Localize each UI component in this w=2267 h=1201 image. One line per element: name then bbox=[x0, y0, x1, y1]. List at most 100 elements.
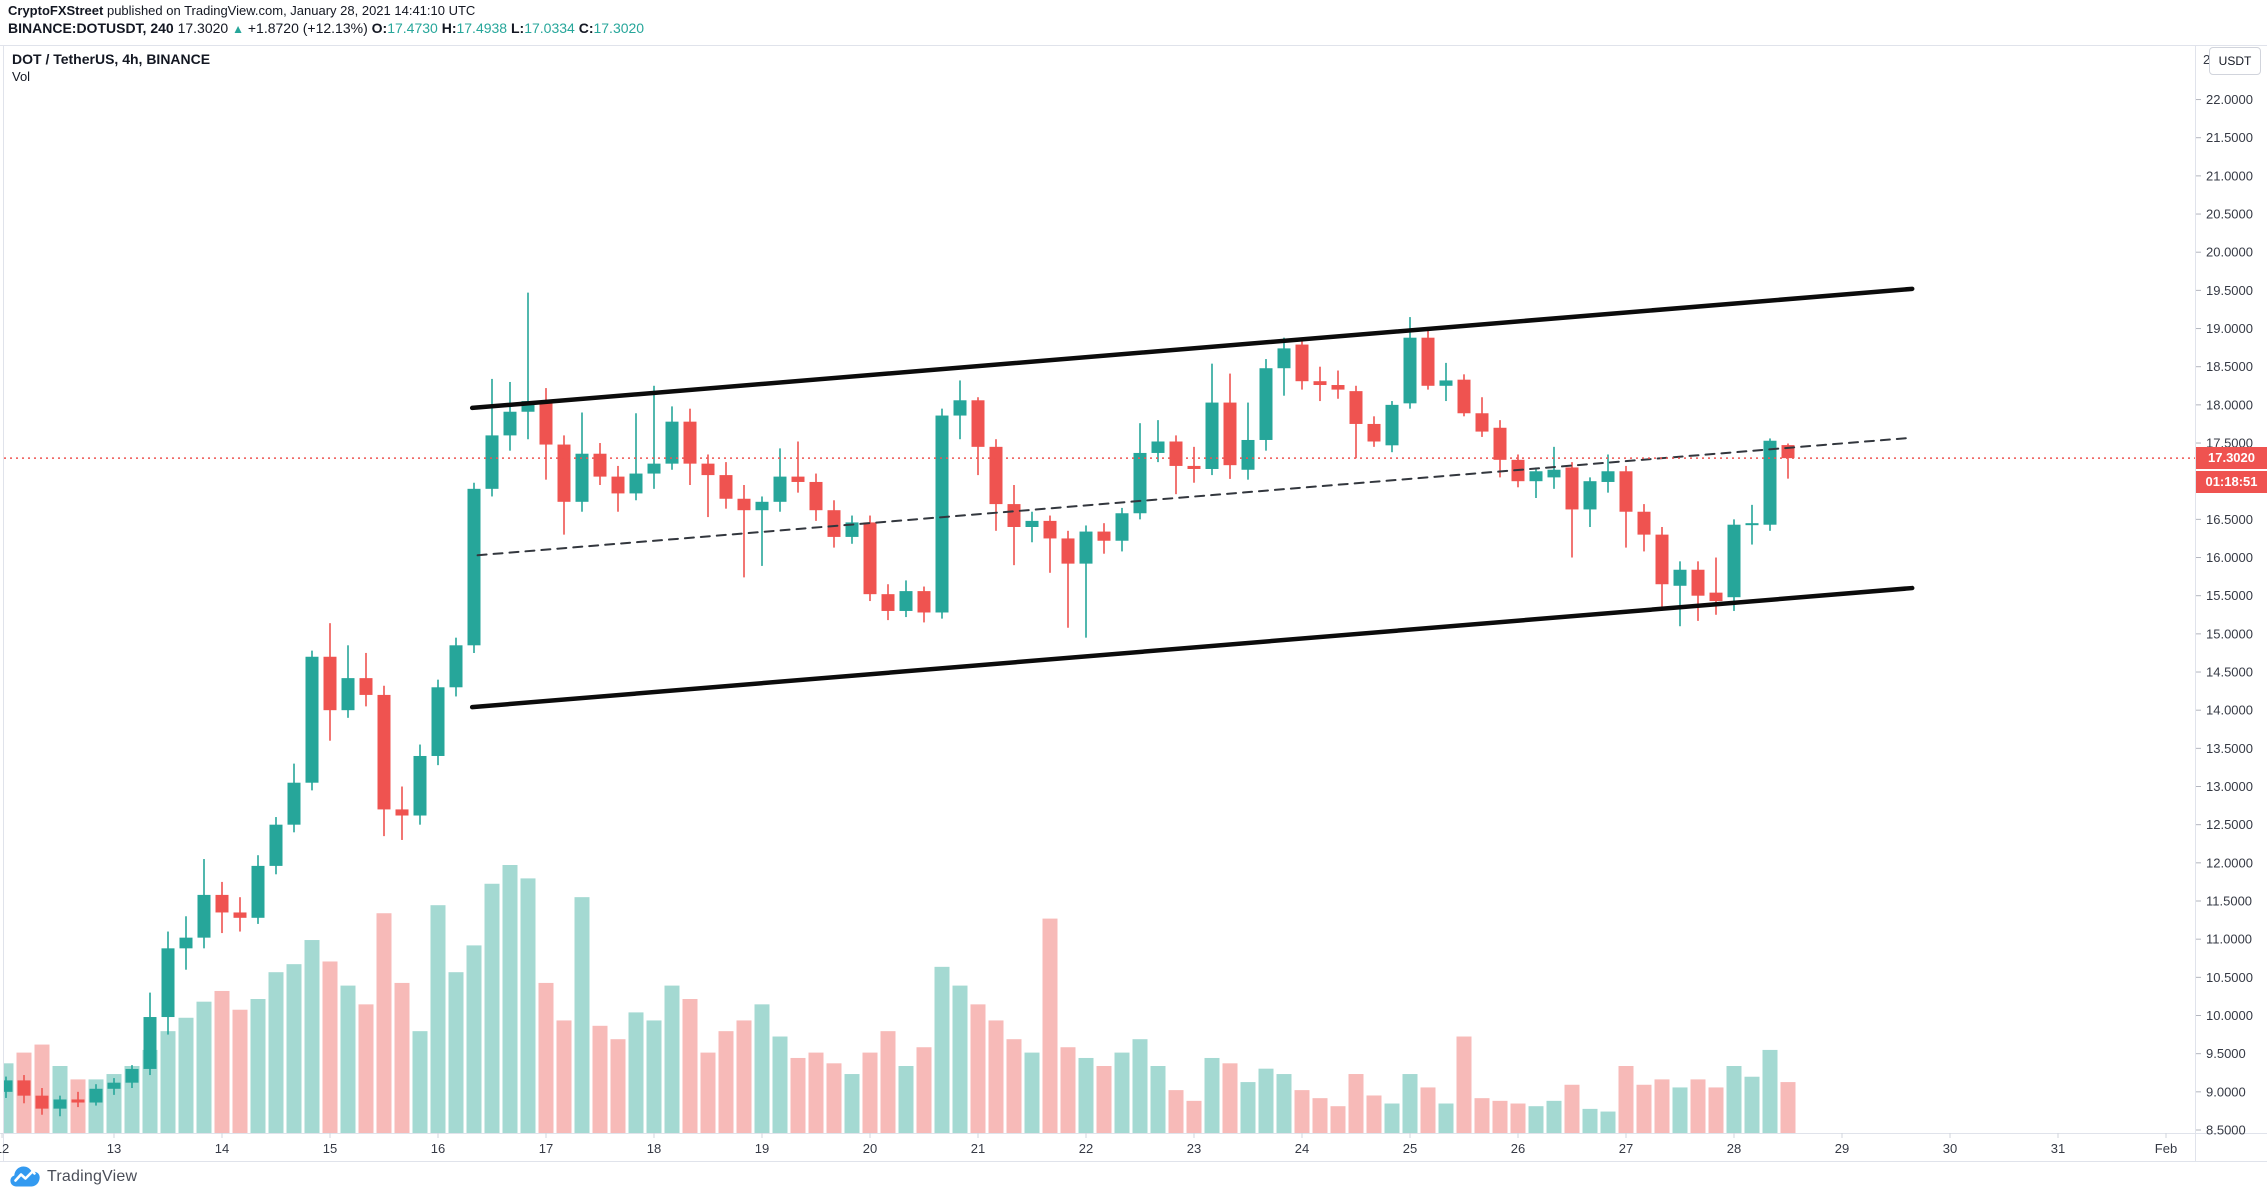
volume-bar bbox=[1546, 1100, 1562, 1133]
volume-bar bbox=[754, 1004, 770, 1133]
candle-body bbox=[665, 421, 679, 464]
volume-bar bbox=[1132, 1039, 1148, 1133]
candle-body bbox=[1439, 380, 1453, 386]
tradingview-wordmark[interactable]: TradingView bbox=[47, 1167, 138, 1185]
candle-body bbox=[1385, 404, 1399, 446]
volume-bar bbox=[736, 1020, 752, 1133]
candle-body bbox=[719, 475, 733, 499]
time-axis-label: 27 bbox=[1619, 1141, 1633, 1156]
volume-bar bbox=[1456, 1036, 1472, 1133]
volume-bar bbox=[1690, 1079, 1706, 1133]
volume-bar bbox=[1060, 1047, 1076, 1133]
candle-body bbox=[143, 1017, 157, 1069]
price-axis-label: 20.5000 bbox=[2206, 207, 2253, 222]
price-axis-label: 18.5000 bbox=[2206, 359, 2253, 374]
candle-body bbox=[89, 1088, 103, 1103]
candle-body bbox=[935, 415, 949, 613]
price-axis-label: 14.5000 bbox=[2206, 665, 2253, 680]
candle-body bbox=[341, 678, 355, 711]
volume-bar bbox=[1348, 1074, 1364, 1133]
candle-body bbox=[1349, 391, 1363, 424]
plot-area[interactable] bbox=[0, 286, 2195, 1133]
price-axis-label: 20.0000 bbox=[2206, 245, 2253, 260]
volume-bar bbox=[880, 1031, 896, 1133]
volume-bar bbox=[790, 1057, 806, 1133]
candle-body bbox=[1367, 423, 1381, 442]
tradingview-logo-icon[interactable] bbox=[10, 1166, 40, 1187]
volume-bar bbox=[862, 1052, 878, 1133]
price-change: +1.8720 (+12.13%) bbox=[247, 20, 368, 36]
volume-bar bbox=[1150, 1066, 1166, 1133]
candle-body bbox=[557, 444, 571, 502]
candle-body bbox=[1691, 569, 1705, 596]
volume-bar bbox=[1510, 1103, 1526, 1133]
candle-body bbox=[17, 1080, 31, 1096]
volume-bar bbox=[484, 883, 500, 1133]
series-title[interactable]: DOT / TetherUS, 4h, BINANCE bbox=[12, 51, 211, 67]
candle-body bbox=[1637, 511, 1651, 535]
publish-suffix: published on TradingView.com, January 28… bbox=[103, 3, 476, 18]
frame-top bbox=[0, 45, 2267, 46]
candle-body bbox=[845, 522, 859, 537]
candle-body bbox=[1583, 481, 1597, 510]
volume-bar bbox=[268, 972, 284, 1133]
price-axis-label: 10.5000 bbox=[2206, 970, 2253, 985]
volume-bar bbox=[772, 1036, 788, 1133]
time-axis-label: 17 bbox=[539, 1141, 553, 1156]
candle-body bbox=[305, 656, 319, 783]
volume-bar bbox=[664, 985, 680, 1133]
volume-bar bbox=[1276, 1074, 1292, 1133]
volume-bar bbox=[286, 964, 302, 1133]
price-axis-label: 8.5000 bbox=[2206, 1123, 2246, 1138]
currency-toggle-button[interactable]: USDT bbox=[2209, 47, 2261, 75]
candle-body bbox=[539, 401, 553, 445]
volume-bar bbox=[826, 1063, 842, 1133]
volume-bar bbox=[1438, 1103, 1454, 1133]
candle-body bbox=[1025, 520, 1039, 527]
candle-body bbox=[35, 1095, 49, 1109]
time-axis-label: 13 bbox=[107, 1141, 121, 1156]
symbol-label[interactable]: BINANCE:DOTUSDT, 240 bbox=[8, 20, 174, 36]
candle-body bbox=[1007, 504, 1021, 527]
volume-bar bbox=[808, 1052, 824, 1133]
open-value: 17.4730 bbox=[387, 20, 438, 36]
volume-bar bbox=[1366, 1095, 1382, 1133]
volume-bar bbox=[718, 1031, 734, 1133]
volume-bar bbox=[1024, 1052, 1040, 1133]
volume-bar bbox=[1384, 1103, 1400, 1133]
time-axis-label: 24 bbox=[1295, 1141, 1309, 1156]
volume-bar bbox=[628, 1012, 644, 1133]
candle-body bbox=[1205, 402, 1219, 469]
frame-plot-bottom bbox=[0, 1133, 2267, 1134]
time-axis-label: 20 bbox=[863, 1141, 877, 1156]
candle-body bbox=[917, 591, 931, 613]
candle-body bbox=[953, 400, 967, 416]
price-axis-label: 12.0000 bbox=[2206, 855, 2253, 870]
price-axis-label: 18.0000 bbox=[2206, 397, 2253, 412]
candle-body bbox=[1169, 441, 1183, 466]
volume-bar bbox=[1600, 1111, 1616, 1133]
volume-bar bbox=[4, 1063, 14, 1133]
volume-bar bbox=[394, 982, 410, 1133]
current-price-tag: 17.3020 bbox=[2196, 447, 2267, 469]
close-label: C: bbox=[578, 20, 594, 36]
candle-body bbox=[755, 501, 769, 511]
price-axis-label: 22.0000 bbox=[2206, 92, 2253, 107]
volume-bar bbox=[574, 897, 590, 1133]
candle-body bbox=[1601, 471, 1615, 482]
candle-body bbox=[1673, 569, 1687, 586]
candle-body bbox=[647, 463, 661, 474]
price-axis-label: 11.5000 bbox=[2206, 894, 2252, 909]
time-axis-label: 14 bbox=[215, 1141, 229, 1156]
candle-body bbox=[269, 824, 283, 866]
candle-body bbox=[1619, 471, 1633, 512]
volume-bar bbox=[1006, 1039, 1022, 1133]
volume-bar bbox=[412, 1031, 428, 1133]
volume-indicator-label[interactable]: Vol bbox=[12, 69, 31, 84]
candle-body bbox=[233, 912, 247, 918]
candle-body bbox=[215, 894, 229, 913]
candle-body bbox=[791, 476, 805, 482]
volume-bar bbox=[556, 1020, 572, 1133]
